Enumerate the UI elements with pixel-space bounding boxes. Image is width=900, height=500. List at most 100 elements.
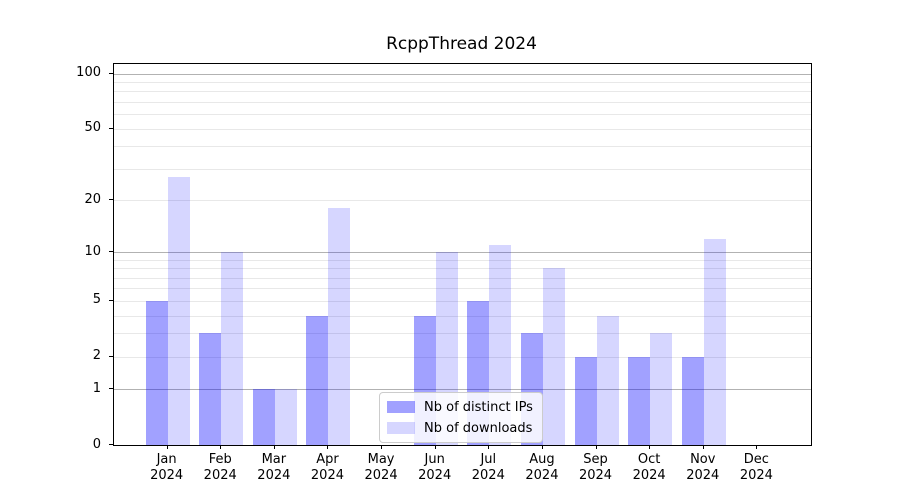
ytick-mark-1 — [109, 388, 113, 390]
gridline-minor-7 — [114, 277, 811, 279]
xtick-month-aug: Aug — [529, 452, 555, 467]
xtick-label-sep: Sep 2024 — [556, 452, 636, 484]
bar-downloads-mar — [274, 389, 297, 445]
xtick-label-apr: Apr 2024 — [287, 452, 367, 484]
legend-swatch-ips — [387, 401, 415, 413]
ytick-label-100: 100 — [76, 65, 101, 81]
xtick-mark-sep — [595, 445, 597, 449]
ytick-mark-2 — [109, 355, 113, 357]
bar-ips-oct — [628, 356, 651, 445]
gridline-major-10 — [114, 252, 811, 254]
bar-ips-nov — [681, 356, 704, 445]
xtick-month-may: May — [367, 452, 395, 467]
xtick-month-jun: Jun — [424, 452, 445, 467]
gridline-minor-8 — [114, 268, 811, 270]
chart-title: RcppThread 2024 — [386, 34, 537, 54]
bar-ips-jan — [145, 300, 168, 445]
gridline-minor-60 — [114, 114, 811, 116]
xtick-mark-feb — [220, 445, 222, 449]
xtick-year-jan: 2024 — [150, 468, 184, 483]
bar-downloads-aug — [542, 268, 565, 445]
xtick-label-mar: Mar 2024 — [234, 452, 314, 484]
gridline-minor-6 — [114, 288, 811, 290]
xtick-month-feb: Feb — [208, 452, 232, 467]
legend-label-downloads: Nb of downloads — [424, 420, 533, 436]
ytick-mark-0 — [109, 444, 113, 445]
xtick-label-jul: Jul 2024 — [448, 452, 528, 484]
ytick-label-10: 10 — [84, 243, 101, 259]
ytick-mark-10 — [109, 251, 113, 253]
xtick-year-sep: 2024 — [578, 468, 613, 483]
bar-downloads-feb — [221, 252, 244, 445]
ytick-label-5: 5 — [92, 292, 101, 308]
bar-ips-apr — [306, 315, 329, 445]
xtick-month-jul: Jul — [480, 452, 497, 467]
bar-downloads-apr — [328, 208, 351, 445]
bar-downloads-jan — [167, 176, 190, 445]
gridline-major-100 — [114, 73, 811, 75]
bar-ips-feb — [199, 333, 222, 445]
ytick-mark-5 — [109, 299, 113, 301]
xtick-year-oct: 2024 — [632, 468, 666, 483]
xtick-mark-nov — [702, 445, 704, 449]
ytick-label-20: 20 — [84, 191, 101, 207]
xtick-year-nov: 2024 — [686, 468, 720, 483]
xtick-month-dec: Dec — [743, 452, 769, 467]
xtick-mark-aug — [541, 445, 543, 449]
bar-downloads-oct — [650, 333, 673, 445]
xtick-year-mar: 2024 — [257, 468, 291, 483]
xtick-year-may: 2024 — [364, 468, 398, 483]
xtick-year-feb: 2024 — [203, 468, 237, 483]
xtick-year-jun: 2024 — [418, 468, 452, 483]
xtick-month-mar: Mar — [261, 452, 287, 467]
ytick-mark-50 — [109, 127, 113, 129]
xtick-label-jun: Jun 2024 — [395, 452, 475, 484]
ytick-mark-100 — [109, 72, 113, 74]
plot-area — [113, 63, 812, 446]
legend: Nb of distinct IPs Nb of downloads — [379, 392, 543, 443]
ytick-label-2: 2 — [92, 348, 101, 364]
gridline-minor-40 — [114, 146, 811, 148]
xtick-mark-may — [381, 445, 383, 449]
xtick-mark-jul — [488, 445, 490, 449]
xtick-mark-jan — [166, 445, 168, 449]
legend-entry-downloads: Nb of downloads — [387, 419, 533, 437]
xtick-mark-dec — [756, 445, 758, 449]
ytick-label-1: 1 — [92, 380, 101, 396]
xtick-label-aug: Aug 2024 — [502, 452, 582, 484]
gridline-minor-80 — [114, 91, 811, 93]
gridline-minor-9 — [114, 259, 811, 261]
ytick-label-0: 0 — [92, 436, 101, 452]
gridline-minor-3 — [114, 333, 811, 335]
gridline-minor-2 — [114, 356, 811, 358]
gridline-minor-5 — [114, 300, 811, 302]
gridline-minor-90 — [114, 82, 811, 84]
gridline-minor-50 — [114, 128, 811, 130]
legend-entry-ips: Nb of distinct IPs — [387, 398, 533, 416]
xtick-label-jan: Jan 2024 — [127, 452, 207, 484]
gridline-major-1 — [114, 389, 811, 391]
xtick-month-nov: Nov — [690, 452, 716, 467]
xtick-month-apr: Apr — [316, 452, 339, 467]
gridline-minor-20 — [114, 200, 811, 202]
xtick-label-nov: Nov 2024 — [663, 452, 743, 484]
xtick-mark-apr — [327, 445, 329, 449]
bar-ips-mar — [252, 389, 275, 445]
xtick-mark-jun — [434, 445, 436, 449]
bar-downloads-sep — [596, 315, 619, 445]
legend-label-ips: Nb of distinct IPs — [424, 399, 533, 415]
gridline-minor-4 — [114, 315, 811, 317]
xtick-month-jan: Jan — [156, 452, 177, 467]
xtick-year-jul: 2024 — [471, 468, 505, 483]
xtick-label-may: May 2024 — [341, 452, 421, 484]
xtick-year-aug: 2024 — [525, 468, 559, 483]
ytick-mark-20 — [109, 199, 113, 201]
ytick-label-50: 50 — [84, 120, 101, 136]
xtick-mark-mar — [273, 445, 275, 449]
bar-ips-sep — [574, 356, 597, 445]
bar-downloads-nov — [703, 238, 726, 445]
xtick-month-oct: Oct — [637, 452, 661, 467]
xtick-year-dec: 2024 — [739, 468, 773, 483]
xtick-label-feb: Feb 2024 — [180, 452, 260, 484]
